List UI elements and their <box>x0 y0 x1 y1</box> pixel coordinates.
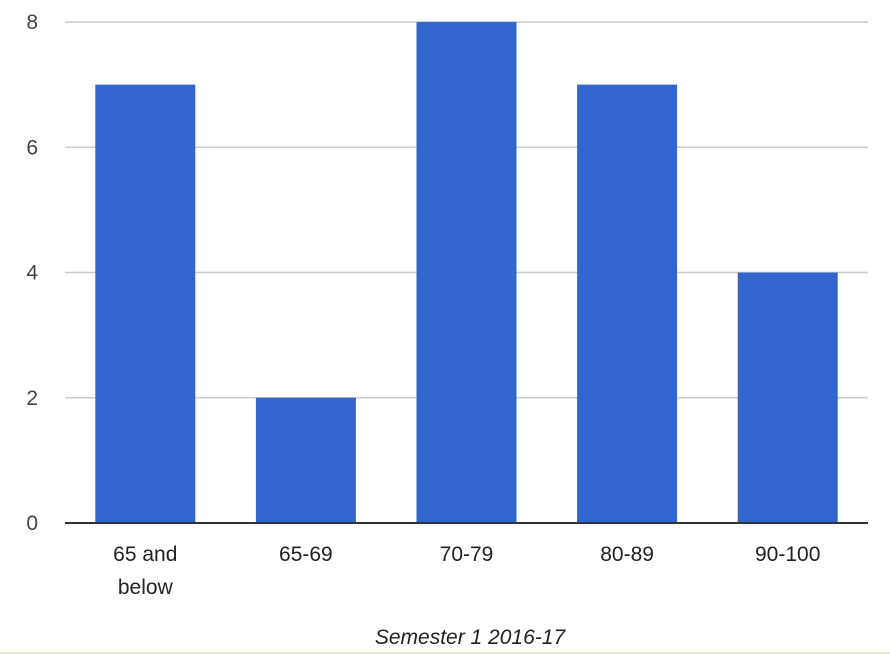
bar <box>577 85 677 523</box>
x-axis-categories: 65 and below 65-69 70-79 80-89 90-100 <box>113 543 820 599</box>
y-tick-label: 4 <box>26 262 38 285</box>
x-category-label: below <box>118 576 174 599</box>
x-category-label: 65 and <box>113 543 177 566</box>
bar <box>95 85 195 523</box>
bar <box>738 273 838 524</box>
bar <box>417 22 517 523</box>
y-tick-label: 2 <box>26 387 38 410</box>
y-tick-label: 6 <box>26 136 38 159</box>
y-tick-label: 8 <box>26 11 38 34</box>
bar <box>256 398 356 523</box>
y-tick-label: 0 <box>26 512 38 535</box>
y-axis-ticks: 0 2 4 6 8 <box>26 11 38 535</box>
x-category-label: 70-79 <box>440 543 494 566</box>
x-category-label: 80-89 <box>600 543 654 566</box>
x-category-label: 65-69 <box>279 543 333 566</box>
x-category-label: 90-100 <box>755 543 820 566</box>
x-axis-title: Semester 1 2016-17 <box>375 626 567 649</box>
